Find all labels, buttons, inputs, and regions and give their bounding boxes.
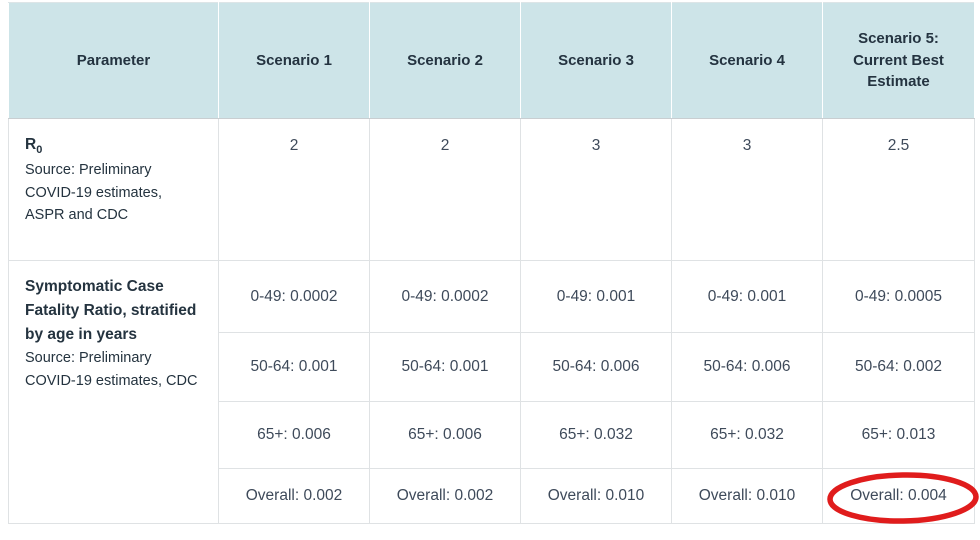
cfr-parameter-title: Symptomatic Case Fatality Ratio, stratif… xyxy=(25,278,197,344)
header-cell-scenario-1: Scenario 1 xyxy=(218,2,370,119)
cfr-0-49-scenario-3: 0-49: 0.001 xyxy=(520,260,672,333)
r0-parameter-source: Source: Preliminary COVID-19 estimates, … xyxy=(25,162,162,224)
cfr-50-64-scenario-4: 50-64: 0.006 xyxy=(671,332,823,402)
cfr-65plus-scenario-2: 65+: 0.006 xyxy=(369,401,521,469)
cfr-row-50-64: 50-64: 0.001 50-64: 0.001 50-64: 0.006 5… xyxy=(9,332,975,402)
header-cell-scenario-5: Scenario 5: Current Best Estimate xyxy=(822,2,975,119)
cfr-overall-scenario-5: Overall: 0.004 xyxy=(822,468,975,524)
cfr-0-49-scenario-4: 0-49: 0.001 xyxy=(671,260,823,333)
cfr-65plus-scenario-4: 65+: 0.032 xyxy=(671,401,823,469)
header-cell-scenario-2: Scenario 2 xyxy=(369,2,521,119)
cfr-65plus-scenario-1: 65+: 0.006 xyxy=(218,401,370,469)
cfr-0-49-scenario-1: 0-49: 0.0002 xyxy=(218,260,370,333)
r0-value-scenario-3: 3 xyxy=(520,118,672,261)
cfr-65plus-scenario-5: 65+: 0.013 xyxy=(822,401,975,469)
r0-value-scenario-5: 2.5 xyxy=(822,118,975,261)
scenario-parameters-table: Parameter Scenario 1 Scenario 2 Scenario… xyxy=(8,2,975,524)
cfr-overall-scenario-4: Overall: 0.010 xyxy=(671,468,823,524)
cfr-0-49-scenario-5: 0-49: 0.0005 xyxy=(822,260,975,333)
table-header-row: Parameter Scenario 1 Scenario 2 Scenario… xyxy=(8,2,975,119)
header-cell-parameter: Parameter xyxy=(8,2,219,119)
cfr-0-49-scenario-2: 0-49: 0.0002 xyxy=(369,260,521,333)
cfr-65plus-scenario-3: 65+: 0.032 xyxy=(520,401,672,469)
cfr-overall-scenario-2: Overall: 0.002 xyxy=(369,468,521,524)
cfr-50-64-scenario-2: 50-64: 0.001 xyxy=(369,332,521,402)
cfr-overall-scenario-3: Overall: 0.010 xyxy=(520,468,672,524)
cfr-overall-scenario-1: Overall: 0.002 xyxy=(218,468,370,524)
r0-parameter-title: R0 xyxy=(25,136,43,157)
r0-value-scenario-2: 2 xyxy=(369,118,521,261)
r0-row: R0 Source: Preliminary COVID-19 estimate… xyxy=(8,118,975,261)
r0-value-scenario-4: 3 xyxy=(671,118,823,261)
cfr-50-64-scenario-1: 50-64: 0.001 xyxy=(218,332,370,402)
header-cell-scenario-4: Scenario 4 xyxy=(671,2,823,119)
cfr-row-65-plus: 65+: 0.006 65+: 0.006 65+: 0.032 65+: 0.… xyxy=(9,401,975,469)
r0-parameter-cell: R0 Source: Preliminary COVID-19 estimate… xyxy=(8,118,219,261)
r0-value-scenario-1: 2 xyxy=(218,118,370,261)
cfr-parameter-source: Source: Preliminary COVID-19 estimates, … xyxy=(25,350,198,389)
header-cell-scenario-3: Scenario 3 xyxy=(520,2,672,119)
cfr-50-64-scenario-5: 50-64: 0.002 xyxy=(822,332,975,402)
cfr-row-0-49: Symptomatic Case Fatality Ratio, stratif… xyxy=(8,260,975,524)
cfr-50-64-scenario-3: 50-64: 0.006 xyxy=(520,332,672,402)
cfr-parameter-cell: Symptomatic Case Fatality Ratio, stratif… xyxy=(8,260,219,524)
